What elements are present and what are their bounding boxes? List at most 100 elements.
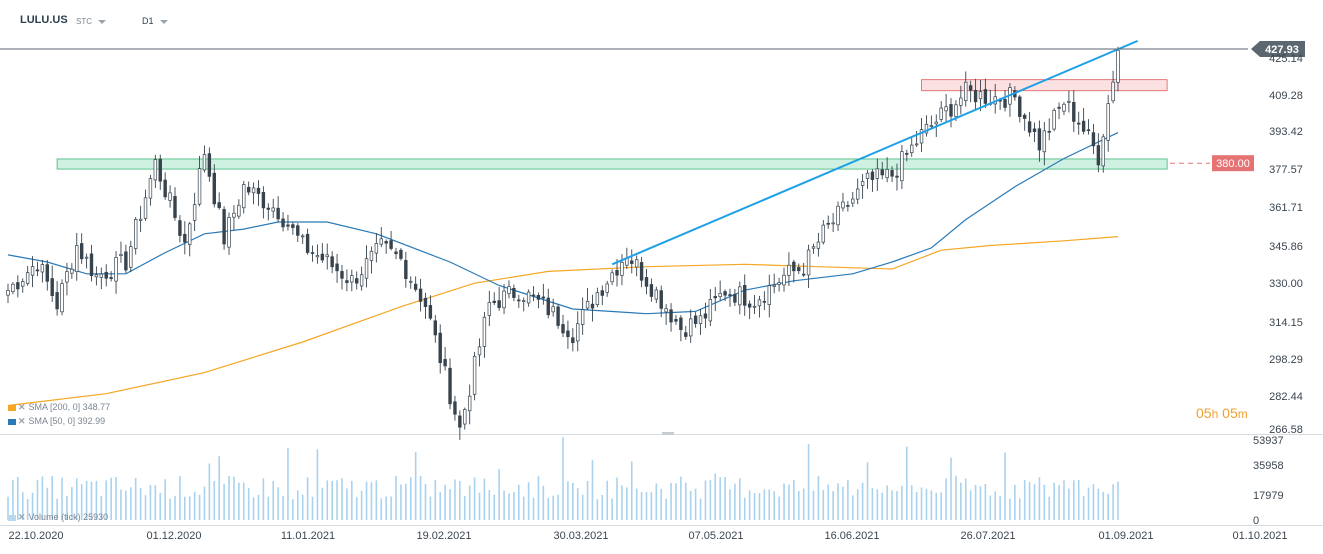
candle-bear [310,252,315,254]
volume-bar [1077,480,1080,520]
sma50-value: 392.99 [77,416,106,426]
volume-bar [405,483,407,520]
instrument-type-label[interactable]: STC [76,17,106,26]
volume-bar [385,496,387,520]
candle-bull [954,104,958,117]
sma200-legend[interactable]: ✕ SMA [200, 0] 348.77 [8,402,110,413]
volume-bar [616,477,618,520]
volume-bar [85,480,88,520]
trendline-line [611,39,1139,266]
candle-bear [905,153,909,155]
volume-bar [110,477,112,520]
candle-bear [320,253,325,261]
candle-bear [340,271,344,279]
volume-legend[interactable]: ✕ Volume (tick) 25930 [8,512,108,523]
candle-bull [831,222,835,225]
volume-bar [120,489,122,520]
candle-bull [522,300,526,303]
axes: 425.14 409.28 393.42 377.57 361.71 345.86 330.… [8,53,1302,542]
candle-bear [79,243,84,260]
symbol-label[interactable]: LULU.US [20,14,68,26]
candle-bull [924,123,929,134]
volume-bar [709,480,712,520]
candle-bear [222,209,226,245]
volume-bar [630,461,633,520]
current-price-tag [1251,41,1305,57]
candle-bull [70,268,74,274]
candle-bear [600,290,604,296]
close-icon[interactable]: ✕ [18,416,26,426]
volume-bar [1014,484,1016,520]
candle-bear [846,205,850,207]
time-tick-label: 19.02.2021 [416,530,471,542]
volume-bar [719,477,721,520]
volume-bar [498,469,500,520]
candle-bear [826,222,830,225]
candle-bear [571,337,575,344]
candle-bear [389,240,393,249]
volume-bar [522,496,525,520]
sma200-color-swatch [8,404,16,411]
volume-bar [346,488,348,520]
volume-bar [1004,452,1006,520]
candle-bear [261,191,266,209]
candle-bull [816,241,821,249]
candle-bull [21,281,25,287]
volume-bar [910,485,913,520]
volume-bar [21,492,24,520]
candle-bear [1022,114,1027,119]
volume-bar [508,493,510,520]
candle-bull [1106,103,1110,141]
candle-bull [777,282,781,285]
volume-bar [390,496,392,520]
candle-bull [934,121,938,125]
candle-bear [983,89,988,104]
volume-bar [851,495,854,520]
candle-bear [556,306,560,326]
candle-bear [973,89,978,103]
candle-bull [482,316,487,347]
volume-bar [945,478,947,520]
candle-bear [733,293,737,303]
candle-bear [1086,129,1091,132]
candle-bull [487,302,492,316]
volume-bar [36,480,39,520]
candle-bear [104,271,108,279]
timer-minutes-unit: m [1237,407,1248,421]
price-tick-label: 345.86 [1269,241,1303,253]
volume-bar [31,492,34,520]
price-tick-label: 409.28 [1269,90,1303,102]
sma50-legend[interactable]: ✕ SMA [50, 0] 392.99 [8,416,105,427]
volume-bar [704,480,707,520]
time-tick-label: 16.06.2021 [824,530,879,542]
candle-bull [192,204,197,221]
candle-bull [610,272,614,283]
close-icon[interactable]: ✕ [18,512,26,522]
candle-bear [531,294,536,297]
volume-bar [635,488,638,520]
volume-bar [724,477,726,520]
candle-bear [693,315,698,324]
candle-bull [133,219,138,249]
volume-bar [984,483,987,520]
price-tick-label: 314.15 [1269,317,1303,329]
volume-bar [572,482,574,520]
candle-bear [355,278,359,284]
candle-bull [409,280,413,283]
close-icon[interactable]: ✕ [18,402,26,412]
candle-bull [875,168,880,179]
volume-bar [184,496,186,520]
candle-bear [305,233,310,253]
timer-minutes: 05 [1222,405,1238,421]
volume-bar [1068,488,1070,520]
volume-bar [100,496,103,520]
volume-bar [871,488,874,520]
volume-bar [906,446,908,520]
volume-bar [46,487,49,520]
sma200-value: 348.77 [82,402,111,412]
timeframe-selector[interactable]: D1 [142,16,168,26]
candle-bear [453,401,457,415]
candle-bear [895,175,899,178]
volume-bar [753,493,756,520]
